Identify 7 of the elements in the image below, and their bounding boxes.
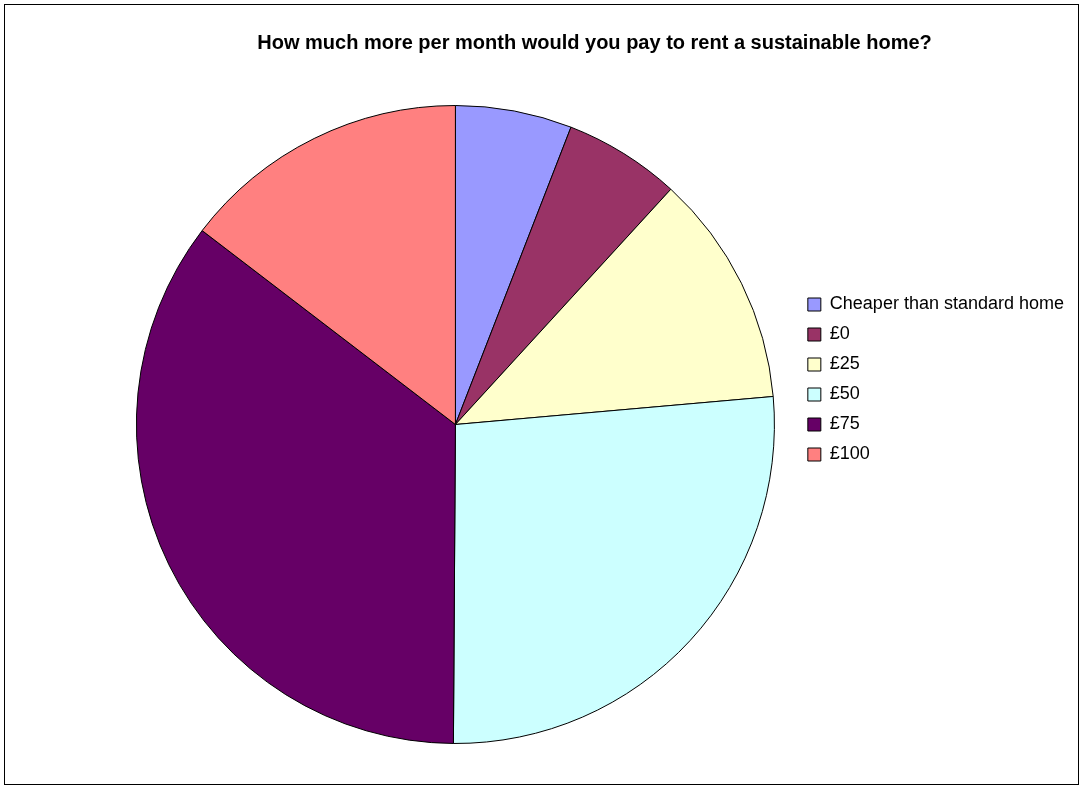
legend-label: Cheaper than standard home (829, 293, 1065, 314)
legend-label: £25 (829, 353, 860, 374)
legend-label: £75 (829, 413, 860, 434)
legend-label: £0 (829, 323, 850, 344)
chart-title: How much more per month would you pay to rent a sustainable home? (257, 30, 932, 53)
legend-label: £100 (829, 443, 870, 464)
legend-label: £50 (829, 383, 860, 404)
